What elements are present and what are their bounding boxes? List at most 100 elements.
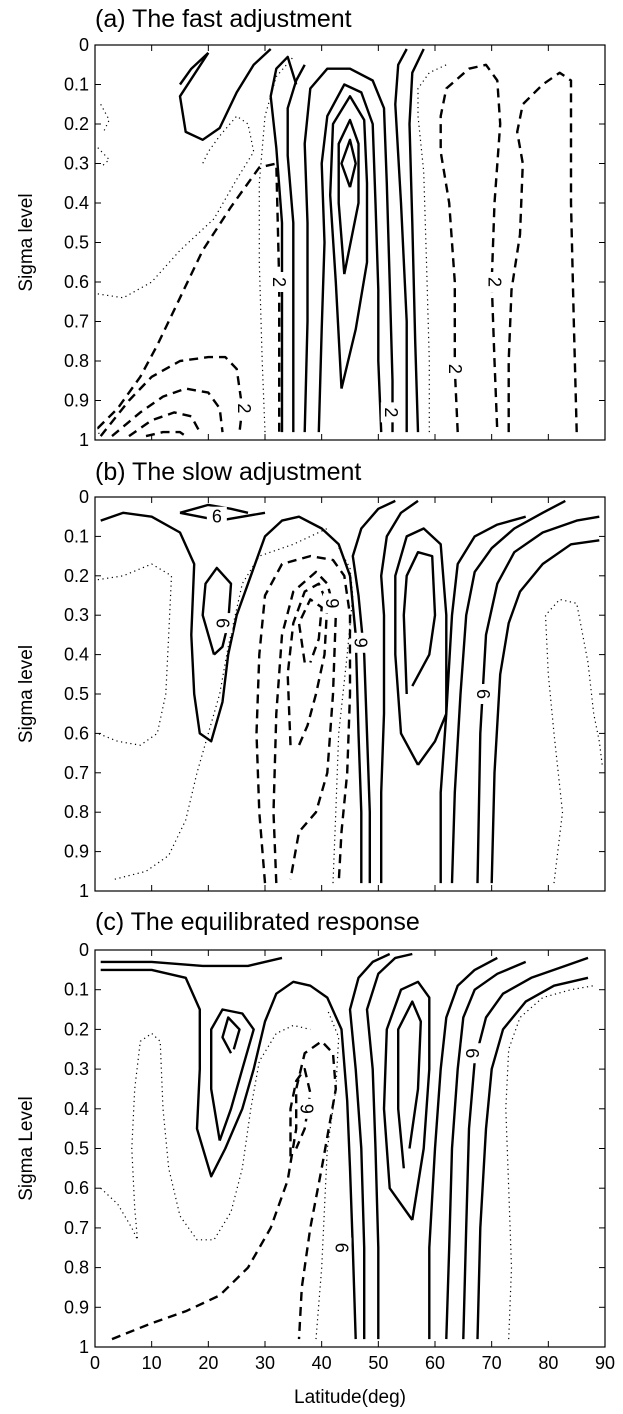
contour-line-positive <box>404 552 435 694</box>
y-tick-label: 0.1 <box>64 75 89 95</box>
y-tick-label: 0.5 <box>64 684 89 704</box>
x-tick-label: 60 <box>425 1353 445 1373</box>
contour-line-zero <box>546 599 603 883</box>
contour-line-positive <box>211 1010 254 1141</box>
y-tick-label: 0.6 <box>64 723 89 743</box>
y-tick-label: 0 <box>79 35 89 55</box>
contour-line-negative <box>299 599 322 662</box>
y-tick-label: 0.3 <box>64 154 89 174</box>
contour-label: 6 <box>332 1243 352 1253</box>
contour-label: 2 <box>485 277 505 287</box>
contour-line-zero <box>98 564 172 745</box>
y-tick-label: 0 <box>79 487 89 507</box>
contour-label: 6 <box>462 1048 482 1058</box>
y-tick-label: 0.9 <box>64 391 89 411</box>
contour-line-positive <box>384 982 429 1220</box>
contour-label: 6 <box>213 618 233 628</box>
contour-label: 6 <box>473 689 493 699</box>
y-tick-label: 0.5 <box>64 1139 89 1159</box>
x-tick-label: 20 <box>198 1353 218 1373</box>
contour-line-zero <box>506 986 594 1339</box>
y-tick-label: 0.8 <box>64 802 89 822</box>
y-tick-label: 0.7 <box>64 763 89 783</box>
y-tick-label: 0.2 <box>64 566 89 586</box>
contour-line-negative <box>112 1041 336 1339</box>
contour-line-positive <box>101 513 362 883</box>
x-tick-label: 30 <box>255 1353 275 1373</box>
panel-3: (c) The equilibrated response Sigma Level… <box>16 908 615 1408</box>
contour-label: 2 <box>234 403 254 413</box>
contour-label: 6 <box>298 1104 318 1114</box>
panel-1: (a) The fast adjustment Sigma level 2 2 2 2 2 0… <box>16 5 605 450</box>
contour-line-positive <box>492 540 600 883</box>
panel-2: (b) The slow adjustmentSigma level666660… <box>16 458 605 901</box>
panel-title: (a) The fast adjustment <box>95 5 352 33</box>
contour-label: 2 <box>381 407 401 417</box>
contour-line-zero <box>98 428 100 436</box>
contour-label: 6 <box>351 638 371 648</box>
y-tick-label: 0.5 <box>64 233 89 253</box>
contour-line-negative <box>274 572 336 883</box>
y-tick-label: 0.2 <box>64 1019 89 1039</box>
contour-group <box>101 954 594 1339</box>
y-tick-label: 0.8 <box>64 351 89 371</box>
contour-line-positive <box>410 49 424 432</box>
panel-title: (c) The equilibrated response <box>95 908 420 936</box>
contour-line-negative <box>98 164 279 433</box>
contour-line-zero <box>101 104 110 132</box>
y-axis-label: Sigma Level <box>16 1096 37 1201</box>
x-tick-label: 0 <box>90 1353 100 1373</box>
x-tick-label: 80 <box>538 1353 558 1373</box>
contour-line-positive <box>452 501 565 883</box>
y-tick-label: 1 <box>79 881 89 901</box>
contour-line-positive <box>350 954 390 1339</box>
contour-label: 2 <box>269 277 289 287</box>
x-tick-label: 50 <box>368 1353 388 1373</box>
y-tick-label: 0.6 <box>64 272 89 292</box>
contour-group <box>98 501 602 883</box>
y-tick-label: 0.3 <box>64 605 89 625</box>
x-axis-label: Latitude(deg) <box>294 1387 406 1408</box>
contour-line-positive <box>353 501 396 883</box>
y-tick-label: 0.4 <box>64 193 89 213</box>
y-tick-label: 0.2 <box>64 114 89 134</box>
contour-line-positive <box>223 1018 240 1054</box>
contour-line-positive <box>319 85 381 433</box>
contour-line-positive <box>180 49 271 140</box>
y-tick-label: 0.9 <box>64 1297 89 1317</box>
x-tick-label: 90 <box>595 1353 615 1373</box>
contour-line-positive <box>463 958 588 1339</box>
contour-line-positive <box>330 96 367 388</box>
contour-line-zero <box>98 148 109 168</box>
contour-line-positive <box>203 568 231 655</box>
y-tick-label: 1 <box>79 430 89 450</box>
contour-line-positive <box>478 978 589 1339</box>
y-axis-label: Sigma level <box>16 193 37 291</box>
contour-line-positive <box>398 1002 421 1169</box>
y-tick-label: 0.1 <box>64 980 89 1000</box>
y-tick-label: 0.7 <box>64 1218 89 1238</box>
contour-line-negative <box>101 357 243 436</box>
y-tick-label: 0.1 <box>64 526 89 546</box>
contour-line-zero <box>101 1025 311 1239</box>
contour-label: 6 <box>323 598 343 608</box>
contour-line-negative <box>112 389 223 437</box>
y-axis-label: Sigma level <box>16 645 37 743</box>
contour-line-positive <box>367 954 412 1339</box>
y-tick-label: 0.7 <box>64 312 89 332</box>
contour-line-positive <box>395 49 406 432</box>
x-tick-label: 70 <box>482 1353 502 1373</box>
y-tick-label: 0.8 <box>64 1258 89 1278</box>
contour-line-negative <box>509 73 577 432</box>
y-tick-label: 0.6 <box>64 1178 89 1198</box>
y-tick-label: 0.4 <box>64 1099 89 1119</box>
contour-label: 2 <box>445 364 465 374</box>
contour-line-positive <box>288 65 305 432</box>
panel-title: (b) The slow adjustment <box>95 458 361 486</box>
x-tick-label: 10 <box>142 1353 162 1373</box>
y-tick-label: 0 <box>79 940 89 960</box>
contour-line-positive <box>478 517 600 883</box>
contour-line-zero <box>418 65 446 432</box>
y-tick-label: 0.9 <box>64 842 89 862</box>
